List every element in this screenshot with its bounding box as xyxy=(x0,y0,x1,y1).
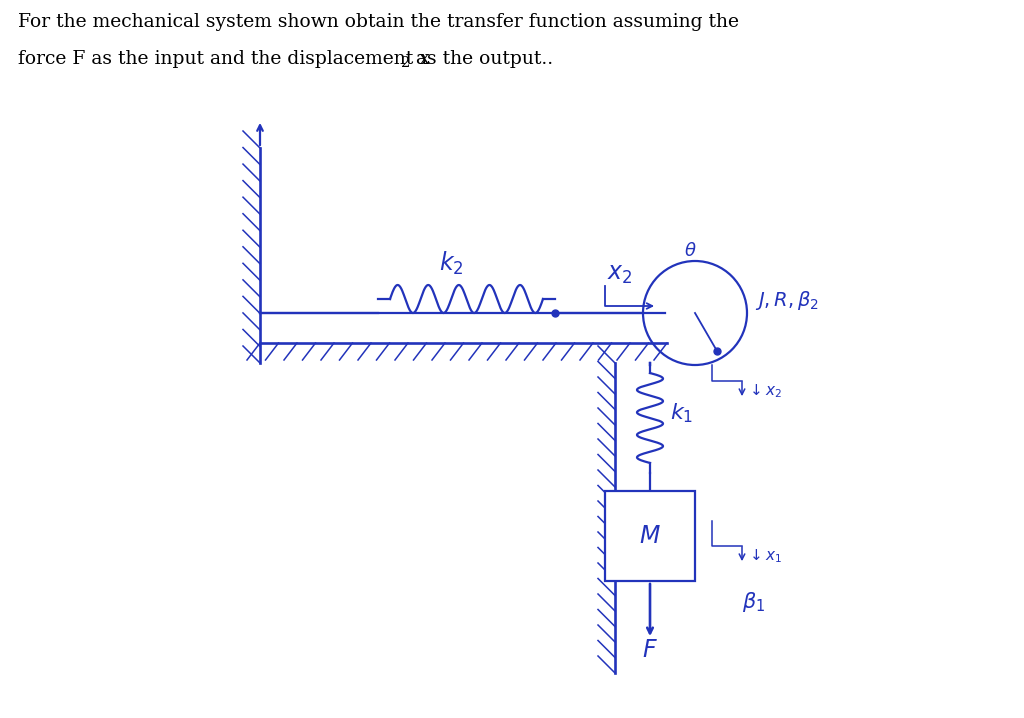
Text: $J, R, \beta_2$: $J, R, \beta_2$ xyxy=(755,289,819,312)
Text: $\downarrow x_2$: $\downarrow x_2$ xyxy=(746,382,782,400)
Text: $\theta$: $\theta$ xyxy=(684,242,696,260)
Text: $\downarrow x_1$: $\downarrow x_1$ xyxy=(746,547,782,564)
Text: For the mechanical system shown obtain the transfer function assuming the: For the mechanical system shown obtain t… xyxy=(18,13,739,31)
Text: force F as the input and the displacement x: force F as the input and the displacemen… xyxy=(18,50,430,68)
Text: $\beta_1$: $\beta_1$ xyxy=(742,590,765,614)
Text: as the output..: as the output.. xyxy=(410,50,553,68)
Text: $x_2$: $x_2$ xyxy=(607,262,633,286)
Text: $F$: $F$ xyxy=(642,638,657,662)
Text: $M$: $M$ xyxy=(639,524,660,548)
Text: 2: 2 xyxy=(401,56,411,70)
Text: $k_2$: $k_2$ xyxy=(439,250,464,277)
Text: $k_1$: $k_1$ xyxy=(670,401,693,425)
Bar xyxy=(605,491,695,581)
